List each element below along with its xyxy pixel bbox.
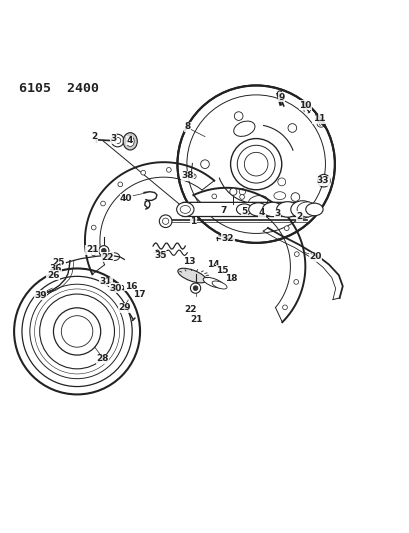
Ellipse shape (211, 281, 227, 289)
Circle shape (290, 193, 299, 201)
Text: 2: 2 (92, 132, 98, 141)
Circle shape (317, 174, 329, 187)
Text: 4: 4 (126, 136, 132, 145)
Text: 1: 1 (190, 217, 196, 226)
Text: 40: 40 (120, 195, 132, 203)
Circle shape (14, 269, 140, 394)
Text: 9: 9 (278, 93, 284, 102)
Circle shape (265, 206, 269, 211)
Circle shape (282, 305, 287, 310)
Ellipse shape (180, 206, 190, 213)
Text: 30: 30 (109, 284, 121, 293)
Text: 4: 4 (258, 208, 265, 217)
Circle shape (193, 286, 198, 290)
Ellipse shape (297, 202, 317, 217)
Ellipse shape (248, 196, 267, 208)
Text: 32: 32 (221, 233, 234, 243)
Text: 22: 22 (101, 253, 113, 262)
Circle shape (159, 215, 171, 228)
Text: 21: 21 (85, 246, 98, 254)
Ellipse shape (248, 203, 267, 216)
Text: 11: 11 (312, 115, 325, 124)
Circle shape (284, 226, 288, 231)
Ellipse shape (176, 203, 193, 216)
Circle shape (91, 225, 96, 230)
Text: 6105  2400: 6105 2400 (19, 82, 99, 95)
Circle shape (99, 246, 109, 256)
Circle shape (111, 134, 124, 147)
Ellipse shape (290, 201, 314, 218)
Text: 17: 17 (132, 289, 145, 298)
FancyBboxPatch shape (182, 203, 300, 216)
Text: 20: 20 (308, 252, 321, 261)
Text: 35: 35 (154, 251, 167, 260)
Ellipse shape (123, 133, 137, 150)
Text: 36: 36 (49, 264, 61, 273)
Circle shape (166, 167, 171, 172)
Text: 38: 38 (181, 172, 193, 181)
Text: 2: 2 (296, 212, 302, 221)
Ellipse shape (262, 202, 282, 216)
Text: 26: 26 (47, 271, 59, 280)
Circle shape (320, 177, 326, 184)
Text: 15: 15 (216, 266, 228, 275)
Text: 28: 28 (96, 354, 109, 364)
Text: 18: 18 (225, 274, 237, 283)
Circle shape (114, 138, 121, 144)
Text: 14: 14 (206, 260, 219, 269)
Text: 5: 5 (240, 207, 247, 216)
Circle shape (277, 178, 285, 186)
Circle shape (239, 189, 245, 195)
Text: 21: 21 (190, 315, 202, 324)
Circle shape (118, 182, 122, 187)
Ellipse shape (178, 268, 206, 283)
Ellipse shape (273, 192, 285, 199)
Ellipse shape (126, 136, 134, 147)
Circle shape (162, 218, 169, 224)
Circle shape (211, 194, 216, 199)
Ellipse shape (236, 204, 252, 215)
Text: 31: 31 (99, 277, 112, 286)
Text: 29: 29 (118, 303, 130, 312)
Ellipse shape (276, 201, 298, 217)
Ellipse shape (233, 121, 254, 136)
Circle shape (188, 173, 193, 178)
Text: 16: 16 (124, 281, 137, 290)
Text: 3: 3 (274, 209, 280, 218)
Text: 13: 13 (182, 257, 195, 266)
Text: 3: 3 (110, 134, 117, 143)
Circle shape (293, 279, 298, 284)
Text: 7: 7 (220, 206, 227, 215)
Text: 10: 10 (299, 101, 311, 110)
Circle shape (177, 85, 334, 243)
Circle shape (91, 251, 96, 256)
Circle shape (229, 188, 236, 195)
Ellipse shape (203, 277, 224, 288)
Circle shape (191, 174, 196, 179)
Text: 8: 8 (184, 122, 190, 131)
Circle shape (190, 283, 200, 293)
Circle shape (101, 201, 105, 206)
Text: 25: 25 (52, 258, 64, 267)
Text: 22: 22 (183, 304, 196, 313)
Circle shape (239, 195, 244, 199)
Circle shape (234, 112, 243, 120)
Circle shape (294, 252, 299, 256)
Circle shape (101, 248, 106, 253)
Text: 39: 39 (34, 290, 47, 300)
Circle shape (234, 208, 243, 216)
Circle shape (141, 171, 145, 175)
Ellipse shape (111, 285, 124, 292)
Circle shape (200, 160, 209, 168)
Text: 33: 33 (316, 176, 328, 185)
Circle shape (287, 124, 296, 132)
Ellipse shape (305, 203, 322, 216)
